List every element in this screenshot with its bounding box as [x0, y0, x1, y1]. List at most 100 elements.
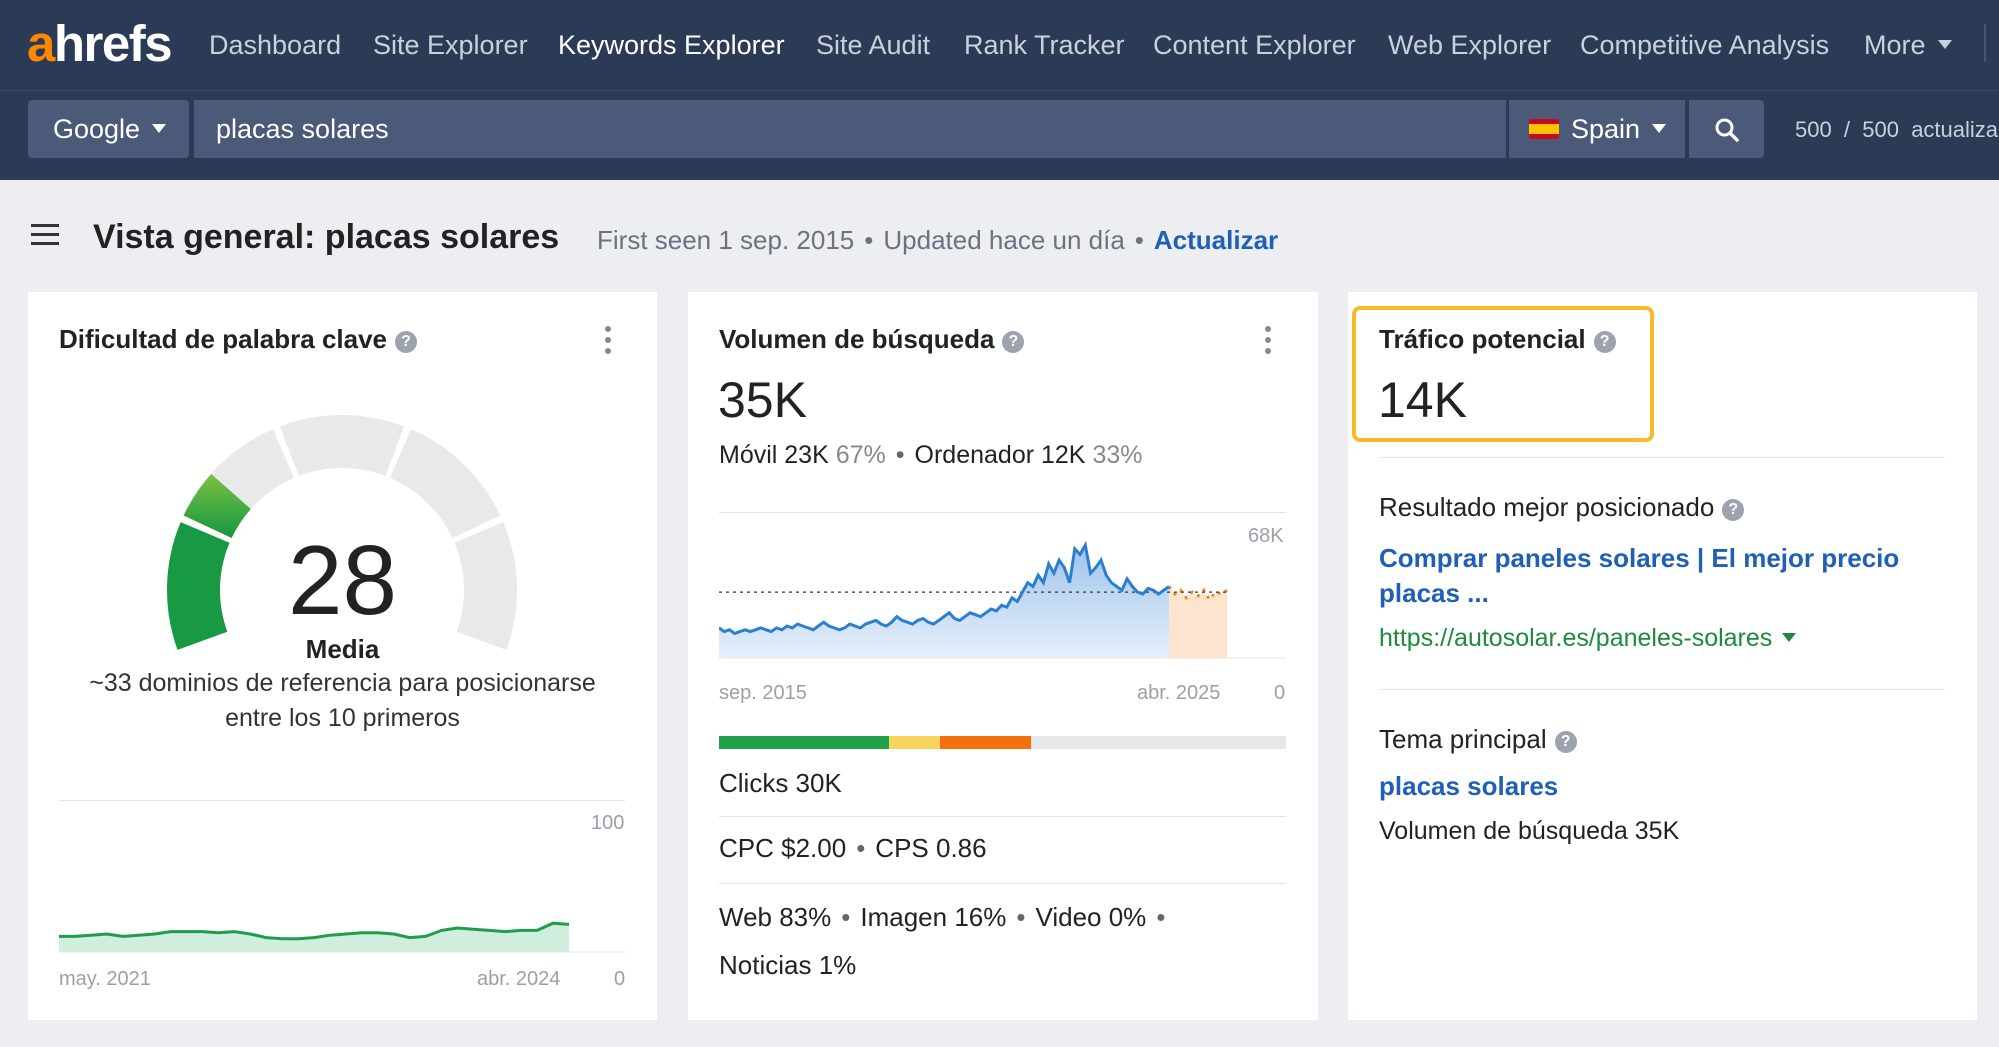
- clicks-stat: Clicks 30K: [719, 768, 842, 798]
- nav-competitive-analysis[interactable]: Competitive Analysis: [1580, 30, 1830, 60]
- help-icon[interactable]: ?: [1593, 331, 1616, 353]
- stat-divider: [719, 883, 1286, 884]
- traffic-divider: [1379, 457, 1945, 458]
- kd-title: Dificultad de palabra clave?: [59, 322, 418, 356]
- nav-site-audit[interactable]: Site Audit: [816, 30, 931, 60]
- top-result-url[interactable]: https://autosolar.es/paneles-solares: [1379, 621, 1797, 655]
- news-share: Noticias 1%: [719, 950, 857, 980]
- search-engine-label: Google: [53, 114, 141, 144]
- refresh-link[interactable]: Actualizar: [1153, 225, 1279, 255]
- kd-chart-divider: [59, 800, 625, 801]
- clicks-bar-segment: [1030, 736, 1286, 749]
- gauge-segment: [454, 522, 517, 650]
- volume-chart-divider: [719, 512, 1286, 513]
- parent-topic-link[interactable]: placas solares: [1379, 771, 1559, 801]
- kd-axis-y-max: 100: [591, 812, 625, 834]
- kd-axis-x-end: abr. 2024: [477, 968, 561, 990]
- nav-more-label: More: [1864, 30, 1926, 60]
- page-meta: First seen 1 sep. 2015 • Updated hace un d…: [597, 225, 1279, 255]
- chevron-down-icon: [1652, 124, 1667, 134]
- stat-divider: [719, 816, 1286, 817]
- top-result-link[interactable]: Comprar paneles solares | El mejor preci…: [1379, 543, 1900, 608]
- volume-axis-y-max: 68K: [1248, 525, 1284, 547]
- help-icon[interactable]: ?: [395, 331, 418, 353]
- spain-flag-icon: [1529, 118, 1559, 139]
- menu-hamburger-icon[interactable]: [31, 224, 59, 246]
- kd-title-text: Dificultad de palabra clave: [59, 324, 388, 354]
- kd-axis-x-start: may. 2021: [59, 968, 151, 990]
- parent-topic-label: Tema principal?: [1379, 722, 1577, 756]
- parent-topic-label-text: Tema principal: [1379, 724, 1547, 754]
- volume-area: [719, 545, 1169, 658]
- top-result-label: Resultado mejor posicionado?: [1379, 490, 1745, 524]
- gauge-fill: [183, 473, 251, 539]
- page-title: Vista general: placas solares: [93, 218, 560, 256]
- credits-counter: 500 / 500 actualiza: [1795, 117, 1999, 142]
- country-select[interactable]: Spain: [1509, 100, 1685, 158]
- kd-description: ~33 dominios de referencia para posicion…: [89, 669, 596, 732]
- clicks-bar-segment: [889, 736, 941, 749]
- gauge-segment: [279, 415, 405, 476]
- kd-axis-y-min: 0: [614, 968, 626, 990]
- volume-title-text: Volumen de búsqueda: [719, 324, 995, 354]
- nav-more[interactable]: More: [1864, 26, 1952, 64]
- traffic-potential-card: Tráfico potencial? 14K Resultado mejor p…: [1348, 292, 1977, 1020]
- traffic-title-text: Tráfico potencial: [1379, 324, 1586, 354]
- volume-value: 35K: [718, 372, 807, 428]
- cps-value: CPS 0.86: [875, 833, 987, 863]
- search-icon: [1715, 118, 1739, 142]
- mobile-share: 67%: [835, 441, 886, 469]
- kd-gauge: [167, 415, 517, 650]
- search-button[interactable]: [1689, 100, 1764, 158]
- updated-text: Updated hace un día: [883, 225, 1125, 255]
- parent-topic-volume: Volumen de búsqueda 35K: [1379, 817, 1680, 845]
- nav-site-explorer[interactable]: Site Explorer: [373, 30, 528, 60]
- clicks-bar-segment: [719, 736, 890, 749]
- mobile-volume: Móvil 23K: [719, 441, 829, 469]
- help-icon[interactable]: ?: [1722, 499, 1745, 521]
- gauge-segment: [390, 429, 501, 539]
- volume-axis-x-start: sep. 2015: [719, 682, 807, 704]
- search-volume-card: Volumen de búsqueda? 35K Móvil 23K 67% • O…: [688, 292, 1318, 1020]
- kd-history-line: [59, 921, 570, 941]
- top-navigation: ahrefs Dashboard Site Explorer Keywords …: [0, 0, 1999, 90]
- nav-dashboard[interactable]: Dashboard: [209, 30, 342, 60]
- image-share: Imagen 16%: [860, 902, 1007, 932]
- gauge-fill: [167, 522, 230, 650]
- volume-line: [719, 540, 1170, 636]
- clicks-bar-segment: [940, 736, 1031, 749]
- kd-menu-kebab-icon[interactable]: [604, 326, 612, 356]
- volume-axis-x-end: abr. 2025: [1137, 682, 1221, 704]
- keyword-search-input[interactable]: [194, 100, 1506, 158]
- kd-value: 28: [287, 525, 397, 635]
- volume-menu-kebab-icon[interactable]: [1264, 326, 1272, 356]
- forecast-area: [1169, 586, 1227, 658]
- top-result-label-text: Resultado mejor posicionado: [1379, 492, 1715, 522]
- help-icon[interactable]: ?: [1002, 331, 1025, 353]
- kd-label: Media: [305, 634, 380, 664]
- serp-type-stat: Web 83% • Imagen 16% • Video 0% •: [719, 902, 1166, 932]
- nav-keywords-explorer[interactable]: Keywords Explorer: [558, 30, 785, 60]
- kd-history-chart: [59, 921, 625, 953]
- web-share: Web 83%: [719, 902, 832, 932]
- volume-device-split: Móvil 23K 67% • Ordenador 12K 33%: [719, 441, 1143, 469]
- nav-rank-tracker[interactable]: Rank Tracker: [964, 30, 1125, 60]
- chevron-down-icon: [1782, 632, 1797, 642]
- search-engine-select[interactable]: Google: [28, 100, 189, 158]
- forecast-line: [1167, 585, 1228, 603]
- cpc-cps-stat: CPC $2.00 • CPS 0.86: [719, 833, 987, 863]
- first-seen-text: First seen 1 sep. 2015: [597, 225, 855, 255]
- volume-axis-y-min: 0: [1274, 682, 1286, 704]
- top-result-url-text: https://autosolar.es/paneles-solares: [1379, 624, 1773, 652]
- keyword-difficulty-card: Dificultad de palabra clave? 28 Media ~3…: [28, 292, 657, 1020]
- chevron-down-icon: [1937, 40, 1952, 50]
- nav-web-explorer[interactable]: Web Explorer: [1388, 30, 1552, 60]
- traffic-highlight-box: [1352, 306, 1654, 442]
- search-bar: Google Spain 500 / 500 actualiza: [0, 90, 1999, 180]
- ahrefs-logo[interactable]: ahrefs: [27, 15, 173, 72]
- desktop-share: 33%: [1092, 441, 1143, 469]
- traffic-value: 14K: [1378, 372, 1467, 428]
- help-icon[interactable]: ?: [1554, 731, 1577, 753]
- video-share: Video 0%: [1035, 902, 1147, 932]
- nav-content-explorer[interactable]: Content Explorer: [1153, 30, 1356, 60]
